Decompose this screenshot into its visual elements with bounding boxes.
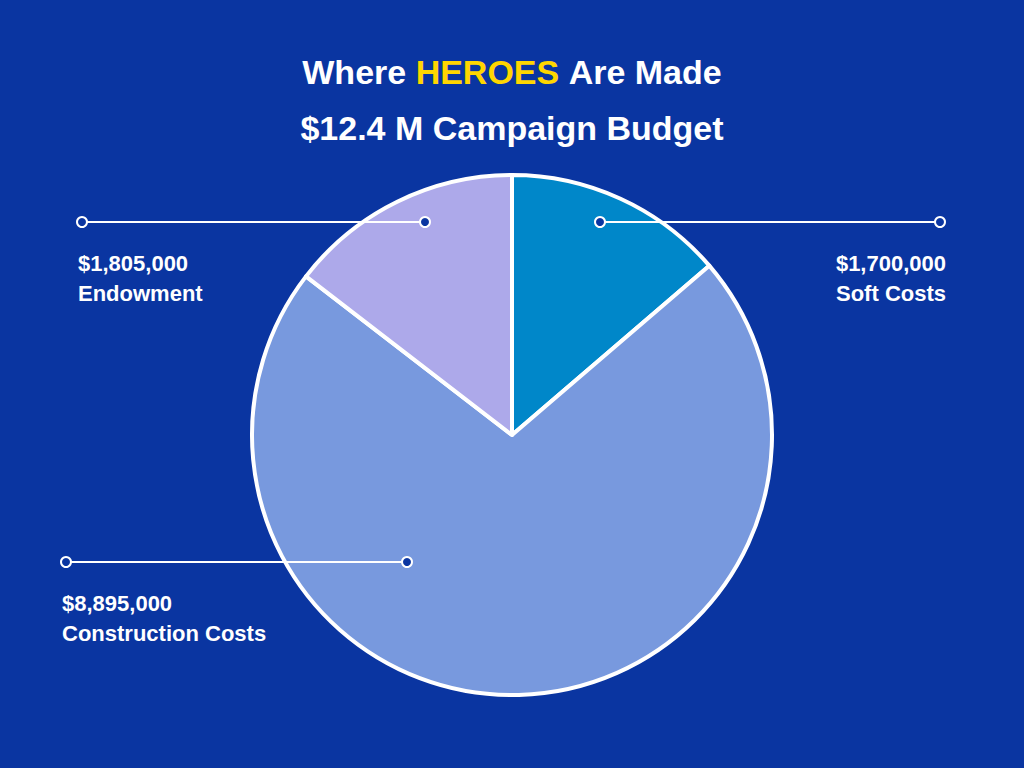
- svg-text:Are: Are: [569, 53, 626, 91]
- svg-text:$1,805,000: $1,805,000: [78, 251, 188, 276]
- svg-text:HEROES: HEROES: [416, 53, 560, 91]
- svg-text:$1,700,000: $1,700,000: [836, 251, 946, 276]
- svg-text:Construction Costs: Construction Costs: [62, 621, 266, 646]
- svg-text:$12.4 M Campaign Budget: $12.4 M Campaign Budget: [300, 109, 723, 147]
- svg-text:Soft Costs: Soft Costs: [836, 281, 946, 306]
- svg-text:Endowment: Endowment: [78, 281, 203, 306]
- svg-text:$8,895,000: $8,895,000: [62, 591, 172, 616]
- svg-text:Made: Made: [635, 53, 722, 91]
- svg-text:Where: Where: [302, 53, 406, 91]
